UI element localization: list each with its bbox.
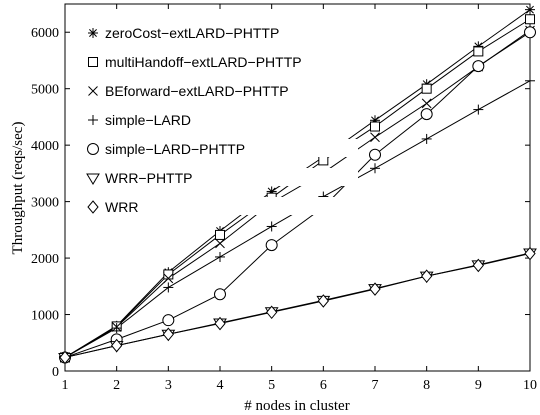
- data-point-circle: [524, 26, 536, 39]
- data-point-plus: [111, 323, 122, 334]
- data-point-diamond: [59, 350, 71, 365]
- x-tick-label: 7: [372, 378, 379, 393]
- data-point-circle: [162, 314, 175, 327]
- y-axis-label: Throughput (reqs/sec): [10, 122, 26, 255]
- data-point-circle: [420, 108, 433, 121]
- data-point-diamond: [369, 282, 381, 296]
- legend-entry-background: [103, 139, 358, 157]
- legend-marker-square: [88, 57, 98, 67]
- data-point-square: [163, 269, 174, 280]
- data-point-diamond: [111, 338, 123, 353]
- y-tick-label: 0: [52, 365, 59, 380]
- legend-marker-x: [88, 86, 98, 96]
- data-point-diamond: [266, 305, 278, 320]
- legend-label: simple−LARD−PHTTP: [105, 141, 245, 157]
- data-point-x: [370, 132, 380, 143]
- legend-label: simple−LARD: [105, 112, 191, 128]
- legend-label: WRR−PHTTP: [105, 170, 193, 186]
- x-tick-label: 10: [523, 378, 537, 393]
- x-tick-label: 8: [423, 378, 430, 393]
- series-line-2: [64, 30, 531, 358]
- legend-entry-background: [103, 168, 358, 186]
- legend-marker-diamond: [87, 200, 99, 214]
- data-point-diamond: [524, 246, 536, 261]
- x-tick-label: 3: [165, 378, 172, 393]
- data-point-plus: [525, 75, 535, 86]
- axis-ticks: 1 2 3 4 5 6 7 8 9 10 0 1000 2000 3000 4000 5000 6000: [31, 4, 537, 393]
- data-point-x: [163, 273, 174, 284]
- data-point-plus: [266, 221, 277, 232]
- legend-marker-triangle-down: [86, 173, 100, 185]
- data-point-plus: [215, 251, 225, 262]
- y-tick-label: 5000: [31, 83, 59, 98]
- legend-entry-background: [103, 110, 358, 128]
- legend-label: zeroCost−extLARD−PHTTP: [105, 25, 279, 41]
- data-point-plus: [370, 163, 380, 174]
- data-point-square: [525, 14, 535, 25]
- data-point-square: [318, 155, 329, 166]
- legend-marker-plus: [88, 115, 98, 125]
- legend-entry-background: [103, 81, 358, 99]
- y-tick-label: 1000: [31, 309, 59, 324]
- plot-area-frame: [64, 3, 531, 372]
- data-point-plus: [473, 104, 484, 115]
- data-point-square: [215, 229, 225, 240]
- data-point-diamond: [214, 316, 226, 331]
- data-point-x: [215, 238, 225, 249]
- legend: zeroCost−extLARD−PHTTP multiHandoff−extLA…: [86, 23, 358, 215]
- x-tick-label: 1: [62, 378, 69, 393]
- x-tick-label: 9: [475, 378, 482, 393]
- x-tick-label: 6: [320, 378, 327, 393]
- data-point-square: [473, 46, 484, 57]
- y-tick-label: 6000: [31, 26, 59, 41]
- data-point-diamond: [421, 269, 433, 283]
- data-point-circle: [472, 60, 485, 73]
- x-tick-label: 2: [113, 378, 120, 393]
- legend-label: BEforward−extLARD−PHTTP: [105, 83, 289, 99]
- series-line-4: [64, 31, 531, 358]
- data-point-diamond: [317, 294, 329, 308]
- x-tick-label: 4: [217, 378, 224, 393]
- data-point-square: [370, 121, 380, 132]
- y-tick-label: 2000: [31, 252, 59, 267]
- series-line-6: [64, 253, 531, 358]
- data-point-square: [421, 83, 432, 94]
- data-point-diamond: [472, 258, 484, 273]
- legend-label: WRR: [105, 199, 138, 215]
- legend-label: multiHandoff−extLARD−PHTTP: [105, 54, 302, 70]
- data-point-asterisk: [525, 4, 535, 15]
- data-point-circle: [214, 288, 226, 301]
- data-point-x: [421, 98, 432, 109]
- legend-marker-circle: [87, 143, 99, 155]
- x-axis-label: # nodes in cluster: [244, 398, 349, 414]
- x-tick-label: 5: [268, 378, 275, 393]
- legend-entry-background: [103, 23, 358, 41]
- legend-entry-background: [103, 197, 358, 215]
- legend-entry-background: [103, 52, 358, 70]
- y-tick-label: 3000: [31, 196, 59, 211]
- data-point-diamond: [162, 327, 174, 342]
- data-point-circle: [265, 239, 278, 252]
- legend-marker-asterisk: [88, 28, 98, 38]
- data-point-plus: [421, 133, 432, 144]
- data-point-plus: [163, 282, 174, 293]
- y-tick-label: 4000: [31, 139, 59, 154]
- data-point-circle: [369, 148, 381, 161]
